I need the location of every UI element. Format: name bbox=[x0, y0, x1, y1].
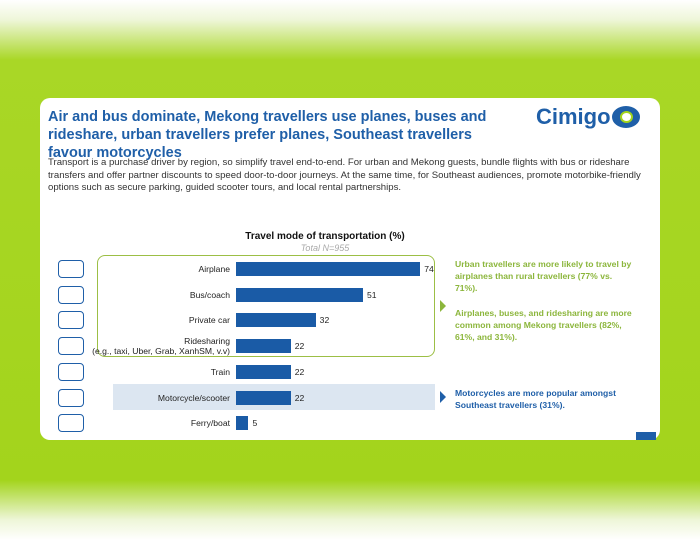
value-label: 22 bbox=[294, 392, 305, 403]
annotation: Motorcycles are more popular amongst Sou… bbox=[455, 388, 616, 410]
category-label: Bus/coach bbox=[189, 289, 230, 300]
value-label: 74 bbox=[424, 264, 434, 274]
heading: Air and bus dominate, Mekong travellers … bbox=[48, 109, 487, 161]
value-label: 51 bbox=[366, 289, 377, 300]
chart-subtitle: Total N=955 bbox=[300, 243, 350, 253]
icon bbox=[58, 260, 84, 278]
arrow bbox=[440, 391, 446, 403]
icon bbox=[58, 311, 84, 330]
icon bbox=[58, 414, 84, 433]
category-label: Motorcycle/scooter bbox=[157, 392, 230, 403]
value-label: 32 bbox=[319, 315, 330, 326]
value-label: 22 bbox=[294, 341, 305, 352]
value-label: 5 bbox=[252, 418, 258, 429]
category-label: Ridesharing (e.g., taxi, Uber, Grab, Xan… bbox=[92, 336, 230, 357]
bar bbox=[236, 262, 421, 276]
bar bbox=[236, 287, 363, 302]
icon bbox=[58, 337, 84, 356]
icon bbox=[58, 362, 84, 381]
logo: Cimigo bbox=[536, 104, 611, 129]
logo-icon-inner bbox=[620, 111, 633, 123]
annotation: Airplanes, buses, and ridesharing are mo… bbox=[455, 308, 632, 342]
arrow bbox=[440, 300, 446, 312]
bar bbox=[236, 313, 316, 328]
bar bbox=[236, 364, 291, 379]
icon bbox=[58, 388, 84, 407]
body-text: Transport is a purchase driver by region… bbox=[48, 157, 641, 193]
category-label: Ferry/boat bbox=[190, 418, 230, 429]
category-label: Train bbox=[210, 366, 230, 377]
annotation: Urban travellers are more likely to trav… bbox=[455, 259, 632, 293]
value-label: 22 bbox=[294, 366, 305, 377]
category-label: Private car bbox=[188, 315, 230, 326]
corner-mark bbox=[636, 432, 656, 440]
bar bbox=[236, 416, 249, 431]
bar bbox=[236, 339, 291, 354]
chart-title: Travel mode of transportation (%) bbox=[245, 231, 405, 242]
category-label: Airplane bbox=[198, 264, 230, 274]
bar bbox=[236, 390, 291, 405]
icon bbox=[58, 285, 84, 304]
group-outline bbox=[97, 255, 435, 357]
